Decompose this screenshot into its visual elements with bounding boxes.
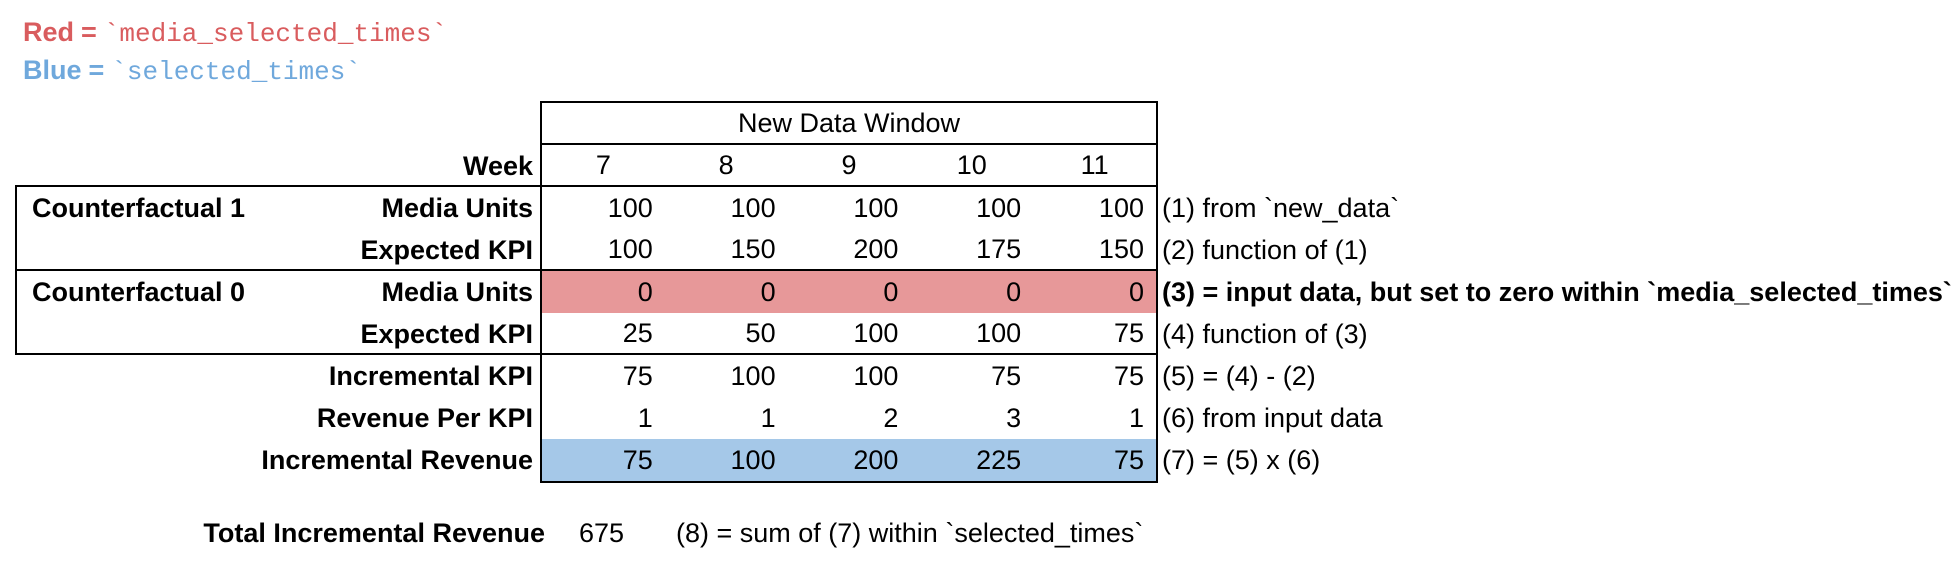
table-cell: 200	[853, 444, 899, 475]
table-cell: 0	[883, 276, 899, 307]
table-cell: 100	[730, 444, 776, 475]
table-cell: 100	[976, 192, 1022, 223]
table-cell: 100	[853, 192, 899, 223]
legend-blue: Blue = `selected_times`	[23, 52, 361, 90]
total-annotation: (8) = sum of (7) within `selected_times`	[676, 518, 1144, 548]
table-cell: 0	[760, 276, 776, 307]
table-cell: 75	[1113, 444, 1144, 475]
legend-red-equals: =	[81, 17, 97, 47]
legend-red: Red = `media_selected_times`	[23, 14, 447, 52]
row-annotation: (5) = (4) - (2)	[1162, 361, 1316, 391]
table-row-revenue-per-kpi: 1 1 2 3 1	[542, 397, 1156, 439]
week-row-label: Week	[462, 151, 533, 181]
table-cell: 75	[622, 444, 653, 475]
table-cell: 50	[745, 317, 776, 348]
counterfactual-0-box	[15, 269, 542, 355]
legend-blue-equals: =	[88, 55, 105, 85]
table-cell: 1	[760, 402, 776, 433]
table-cell: 0	[637, 276, 653, 307]
week-cell: 7	[595, 149, 611, 180]
table-cell: 100	[853, 317, 899, 348]
table-cell: 200	[853, 233, 899, 264]
table-cell: 100	[730, 192, 776, 223]
group-label-counterfactual-1: Counterfactual 1	[32, 193, 246, 223]
table-row-media-units-cf0-highlight-red: 0 0 0 0 0	[542, 271, 1156, 313]
table-cell: 100	[1098, 192, 1144, 223]
table-header-row: New Data Window	[542, 103, 1156, 145]
table-header-title: New Data Window	[737, 107, 961, 138]
row-annotation: (6) from input data	[1162, 403, 1383, 433]
table-row-incremental-kpi: 75 100 100 75 75	[542, 355, 1156, 397]
table-cell: 1	[1128, 402, 1144, 433]
legend-blue-code: `selected_times`	[111, 57, 361, 87]
total-label: Total Incremental Revenue	[203, 518, 545, 548]
week-row: 7 8 9 10 11	[542, 145, 1156, 187]
week-cell: 10	[956, 149, 987, 180]
table-cell: 75	[991, 360, 1022, 391]
week-cell: 11	[1080, 149, 1109, 180]
table-row-expected-kpi-cf0: 25 50 100 100 75	[542, 313, 1156, 355]
row-annotation: (3) = input data, but set to zero within…	[1162, 277, 1952, 307]
row-annotation: (2) function of (1)	[1162, 235, 1368, 265]
total-value: 675	[578, 518, 625, 548]
row-label: Media Units	[381, 277, 533, 307]
legend-blue-label: Blue	[23, 55, 82, 85]
row-annotation: (7) = (5) x (6)	[1162, 445, 1321, 475]
table-cell: 0	[1128, 276, 1144, 307]
table-cell: 225	[976, 444, 1022, 475]
row-annotation: (1) from `new_data`	[1162, 193, 1400, 223]
table-row-incremental-revenue-highlight-blue: 75 100 200 225 75	[542, 439, 1156, 481]
table-cell: 75	[1113, 317, 1144, 348]
row-annotation: (4) function of (3)	[1162, 319, 1368, 349]
table-cell: 25	[622, 317, 653, 348]
table-cell: 0	[1006, 276, 1022, 307]
week-cell: 9	[841, 149, 857, 180]
table-cell: 100	[730, 360, 776, 391]
table-cell: 75	[1113, 360, 1144, 391]
row-label: Expected KPI	[360, 235, 533, 265]
table-cell: 100	[607, 233, 653, 264]
week-cell: 8	[718, 149, 734, 180]
table-cell: 100	[976, 317, 1022, 348]
row-label: Revenue Per KPI	[316, 403, 533, 433]
table-row-expected-kpi-cf1: 100 150 200 175 150	[542, 229, 1156, 271]
row-label: Incremental KPI	[328, 361, 533, 391]
row-label: Incremental Revenue	[261, 445, 533, 475]
table-cell: 3	[1006, 402, 1022, 433]
table-cell: 75	[622, 360, 653, 391]
data-table: New Data Window 7 8 9 10 11 100 100 100 …	[540, 101, 1158, 483]
row-label: Expected KPI	[360, 319, 533, 349]
legend-red-label: Red	[23, 17, 75, 47]
table-cell: 2	[883, 402, 899, 433]
row-label: Media Units	[381, 193, 533, 223]
table-cell: 150	[1098, 233, 1144, 264]
table-row-media-units-cf1: 100 100 100 100 100	[542, 187, 1156, 229]
legend-red-code: `media_selected_times`	[103, 19, 448, 49]
table-cell: 1	[637, 402, 653, 433]
table-cell: 100	[853, 360, 899, 391]
table-cell: 150	[730, 233, 776, 264]
table-cell: 175	[976, 233, 1022, 264]
group-label-counterfactual-0: Counterfactual 0	[32, 277, 246, 307]
table-cell: 100	[607, 192, 653, 223]
